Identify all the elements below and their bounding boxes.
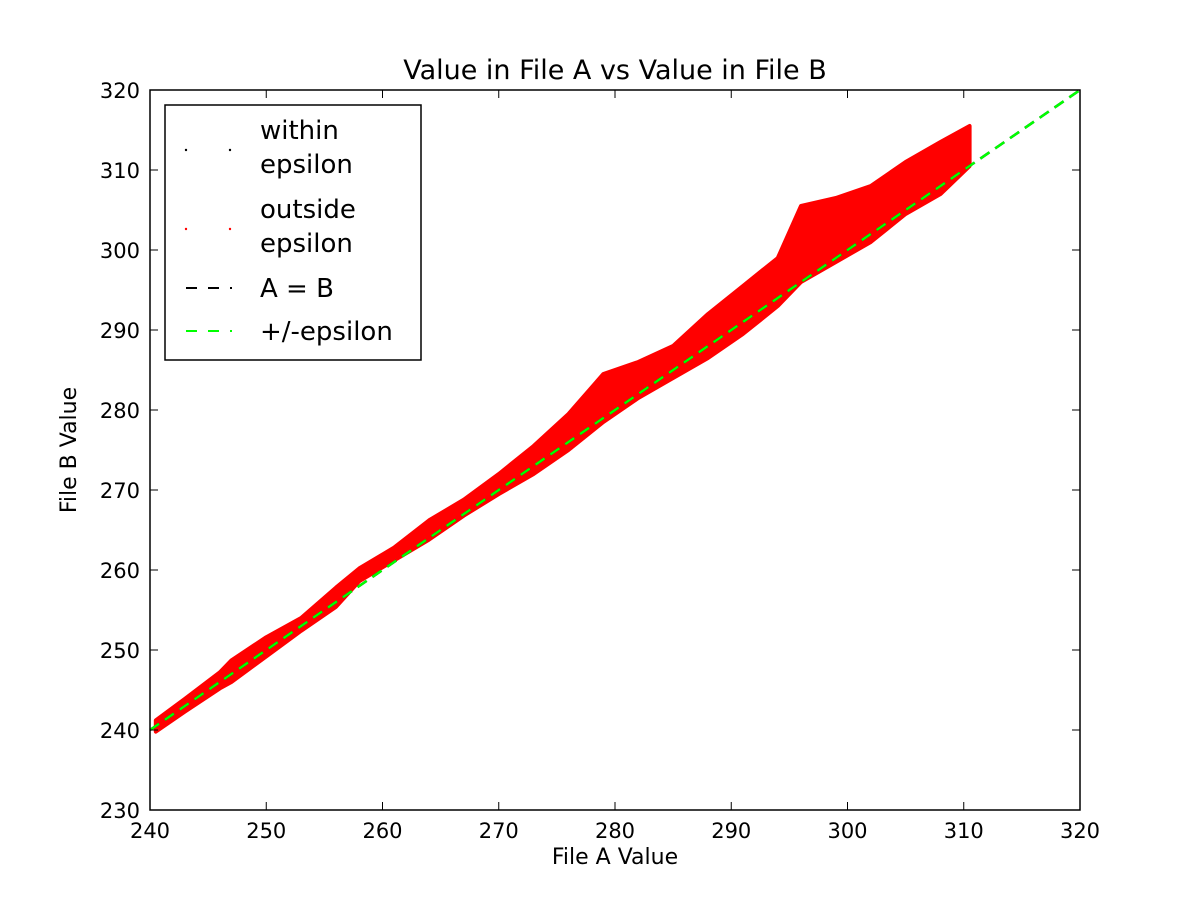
y-tick-label: 320 (100, 79, 140, 103)
legend-entry-a-equals-b: A = B (186, 274, 334, 304)
x-tick-label: 250 (246, 819, 286, 843)
legend: within epsilon outside epsilon A = B +/-… (164, 104, 422, 361)
legend-marker-within-epsilon (228, 148, 232, 152)
x-tick-label: 290 (711, 819, 751, 843)
legend-label-a-equals-b: A = B (260, 274, 334, 304)
y-tick-label: 240 (100, 719, 140, 743)
y-axis-ticks: 230 240 250 260 270 280 290 300 310 320 (100, 79, 1080, 823)
legend-label-epsilon: epsilon (260, 150, 353, 180)
x-tick-label: 300 (827, 819, 867, 843)
y-tick-label: 280 (100, 399, 140, 423)
y-tick-label: 260 (100, 559, 140, 583)
chart-title: Value in File A vs Value in File B (403, 55, 827, 86)
x-tick-label: 260 (362, 819, 402, 843)
y-axis-label: File B Value (57, 387, 82, 513)
x-axis-ticks: 240 250 260 270 280 290 300 310 320 (130, 90, 1100, 843)
y-tick-label: 290 (100, 319, 140, 343)
legend-entry-plus-minus-epsilon: +/-epsilon (186, 317, 393, 347)
x-tick-label: 280 (595, 819, 635, 843)
legend-frame (164, 104, 422, 361)
y-tick-label: 300 (100, 239, 140, 263)
legend-marker-outside-epsilon (184, 227, 188, 231)
y-tick-label: 230 (100, 799, 140, 823)
legend-label-plus-minus-epsilon: +/-epsilon (260, 317, 393, 347)
x-tick-label: 240 (130, 819, 170, 843)
line-epsilon (149, 88, 1081, 732)
legend-label-epsilon: epsilon (260, 229, 353, 259)
x-tick-label: 270 (479, 819, 519, 843)
legend-entry-within-epsilon: within epsilon (184, 116, 353, 180)
reference-lines (149, 88, 1081, 732)
legend-entry-outside-epsilon: outside epsilon (184, 195, 356, 259)
y-tick-label: 270 (100, 479, 140, 503)
x-tick-label: 320 (1060, 819, 1100, 843)
x-tick-label: 310 (944, 819, 984, 843)
legend-label-within: within (260, 116, 339, 146)
legend-marker-outside-epsilon (228, 227, 232, 231)
y-tick-label: 310 (100, 159, 140, 183)
legend-label-outside: outside (260, 195, 356, 225)
legend-marker-within-epsilon (184, 148, 188, 152)
y-tick-label: 250 (100, 639, 140, 663)
x-axis-label: File A Value (552, 845, 678, 870)
